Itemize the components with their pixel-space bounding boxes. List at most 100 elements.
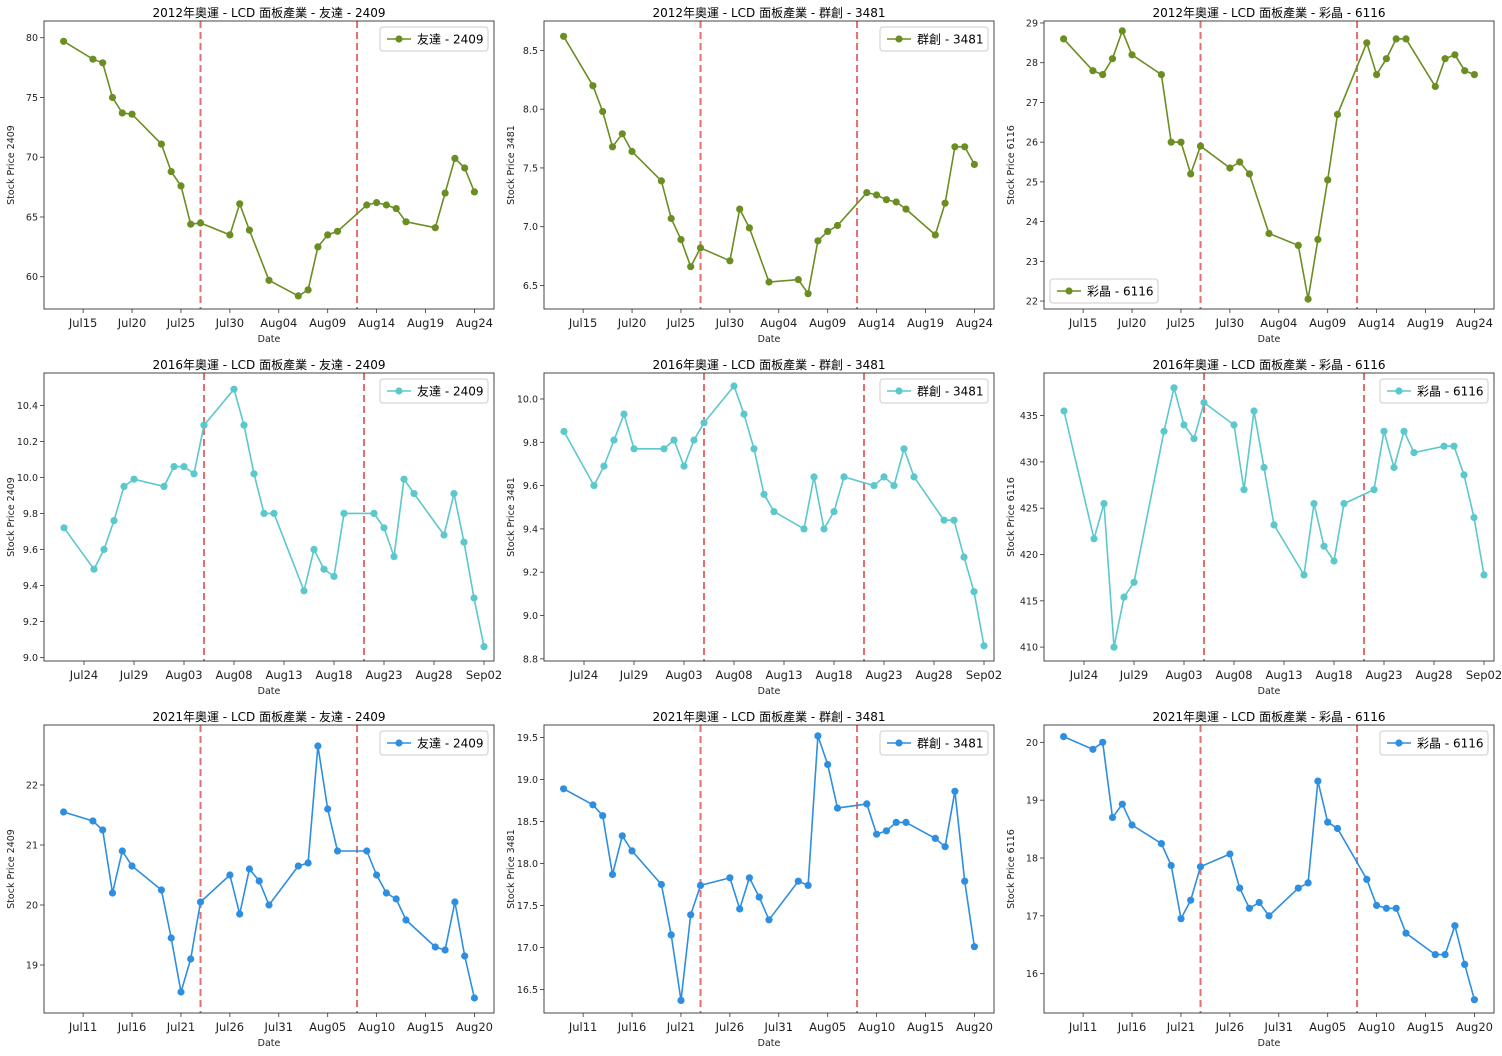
data-point <box>470 594 478 602</box>
data-point <box>255 877 263 885</box>
chart-panel-5: 2016年奧運 - LCD 面板產業 - 群創 - 3481 Jul24 Jul29… <box>506 357 1002 697</box>
x-tick-label: Jul25 <box>1166 316 1196 330</box>
data-point <box>765 278 773 286</box>
x-tick-label: Aug14 <box>1358 316 1395 330</box>
x-tick-label: Aug09 <box>309 316 346 330</box>
data-point <box>824 227 832 235</box>
legend-label: 友達 - 2409 <box>417 33 484 47</box>
x-tick-label: Jul20 <box>1117 316 1147 330</box>
data-point <box>830 508 838 516</box>
data-point <box>680 462 688 470</box>
data-point <box>167 934 175 942</box>
data-point <box>1310 500 1318 508</box>
data-point <box>1373 71 1381 79</box>
data-point <box>236 910 244 918</box>
x-tick-label: Aug08 <box>715 668 752 682</box>
legend-label: 彩晶 - 6116 <box>1417 385 1484 399</box>
data-point <box>560 427 568 436</box>
x-tick-label: Aug05 <box>309 1020 346 1034</box>
series-line <box>1063 735 1476 1000</box>
data-point <box>265 901 273 909</box>
data-point <box>245 226 253 234</box>
data-point <box>461 952 469 960</box>
x-tick-label: Jul29 <box>619 668 649 682</box>
x-axis-label: Date <box>258 334 281 345</box>
data-point <box>833 221 842 230</box>
data-point <box>1245 170 1253 178</box>
data-point <box>451 898 459 906</box>
y-tick-label: 8.0 <box>523 105 538 116</box>
data-point <box>1226 164 1234 172</box>
data-point <box>1392 904 1400 912</box>
data-point <box>480 643 488 651</box>
data-point <box>618 832 626 840</box>
data-point <box>450 490 458 498</box>
data-point <box>1402 929 1410 937</box>
y-tick-label: 9.4 <box>23 581 38 592</box>
data-point <box>1160 427 1168 435</box>
x-tick-label: Aug18 <box>1315 668 1352 682</box>
data-point <box>1245 904 1253 912</box>
y-tick-label: 8.5 <box>523 46 538 57</box>
data-point <box>1130 578 1138 586</box>
data-point <box>940 516 948 524</box>
data-point <box>333 227 342 235</box>
x-tick-label: Jul24 <box>569 668 599 682</box>
data-point <box>324 805 332 813</box>
x-tick-label: Jul29 <box>119 668 149 682</box>
y-axis-label: Stock Price 2409 <box>6 125 17 205</box>
data-point <box>600 462 608 470</box>
x-tick-label: Jul16 <box>617 1020 647 1034</box>
data-point <box>814 237 822 245</box>
y-tick-label: 19.5 <box>517 733 538 744</box>
x-tick-label: Jul31 <box>764 1020 794 1034</box>
data-point <box>1363 875 1371 884</box>
data-point <box>950 516 958 524</box>
data-point <box>370 509 378 517</box>
data-point <box>90 565 98 573</box>
y-tick-label: 29 <box>1026 18 1038 29</box>
data-point <box>1200 399 1208 407</box>
legend-box <box>379 26 489 52</box>
data-point <box>700 419 708 427</box>
data-point <box>1187 896 1195 904</box>
x-tick-label: Jul31 <box>1264 1020 1294 1034</box>
data-point <box>1265 229 1273 238</box>
x-tick-label: Jul26 <box>215 1020 245 1034</box>
x-tick-label: Jul16 <box>117 1020 147 1034</box>
x-tick-label: Aug10 <box>858 1020 895 1034</box>
data-point <box>1120 593 1128 601</box>
chart-title: 2021年奧運 - LCD 面板產業 - 彩晶 - 6116 <box>1152 709 1385 724</box>
legend-label: 群創 - 3481 <box>917 385 984 399</box>
data-point <box>1226 850 1234 858</box>
y-tick-label: 18.0 <box>517 859 538 870</box>
chart-title: 2012年奧運 - LCD 面板產業 - 群創 - 3481 <box>652 5 885 20</box>
x-tick-label: Aug03 <box>165 668 202 682</box>
data-point <box>390 553 398 561</box>
data-point <box>314 243 322 251</box>
y-tick-label: 10.0 <box>17 473 38 484</box>
data-point <box>245 865 253 873</box>
data-point <box>1177 915 1185 923</box>
data-point <box>382 201 390 209</box>
data-point <box>1470 71 1478 79</box>
data-point <box>892 198 900 206</box>
data-point <box>1294 884 1302 892</box>
data-point <box>687 263 695 271</box>
data-point <box>1060 407 1068 415</box>
x-tick-label: Aug10 <box>358 1020 395 1034</box>
data-point <box>1250 407 1258 415</box>
data-point <box>1470 996 1478 1004</box>
data-point <box>1333 110 1342 118</box>
plot-frame <box>543 724 995 1014</box>
y-tick-label: 80 <box>26 33 38 44</box>
data-point <box>1157 840 1165 848</box>
data-point <box>1260 463 1268 472</box>
y-tick-label: 430 <box>1020 457 1038 468</box>
data-point <box>1340 500 1348 508</box>
series-line <box>63 40 476 297</box>
data-point <box>89 55 97 63</box>
data-point <box>696 881 705 890</box>
data-point <box>730 382 738 390</box>
x-tick-label: Aug04 <box>260 316 297 330</box>
